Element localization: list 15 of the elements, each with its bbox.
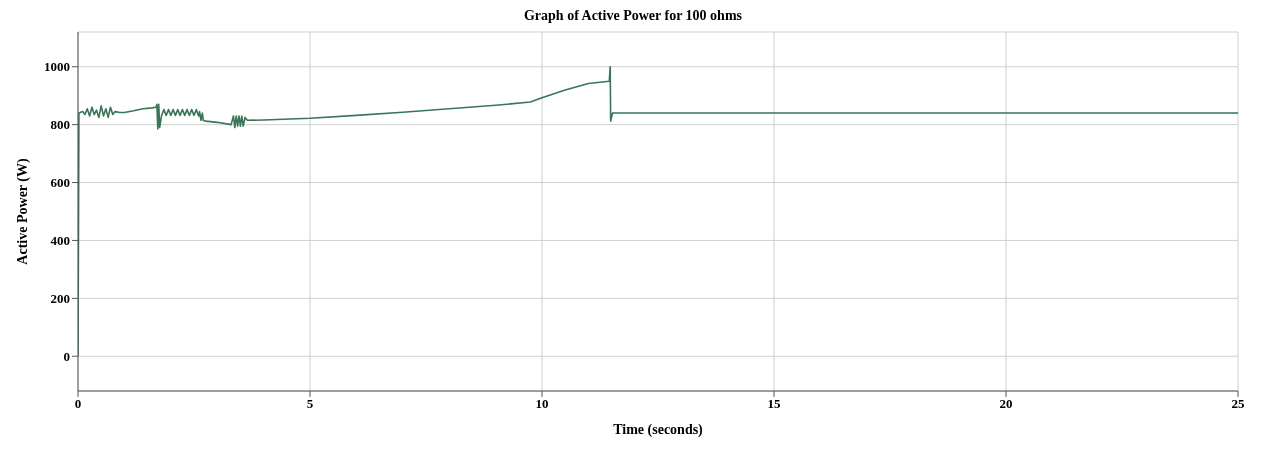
y-axis-title: Active Power (W) [14,158,31,265]
y-tick-label: 200 [50,290,70,306]
y-tick-label: 800 [50,117,70,133]
x-tick-label: 0 [74,396,82,412]
x-tick-label: 25 [1231,396,1245,412]
x-tick-label: 10 [535,396,549,412]
chart-title: Graph of Active Power for 100 ohms [523,8,743,25]
x-tick-label: 15 [767,396,781,412]
y-tick-label: 600 [50,175,70,191]
x-tick-label: 5 [306,396,314,412]
y-tick-label: 0 [63,348,70,364]
y-tick-label: 1000 [44,59,70,75]
y-tick-label: 400 [50,233,70,249]
x-tick-label: 20 [999,396,1013,412]
x-axis-title: Time (seconds) [613,422,704,438]
